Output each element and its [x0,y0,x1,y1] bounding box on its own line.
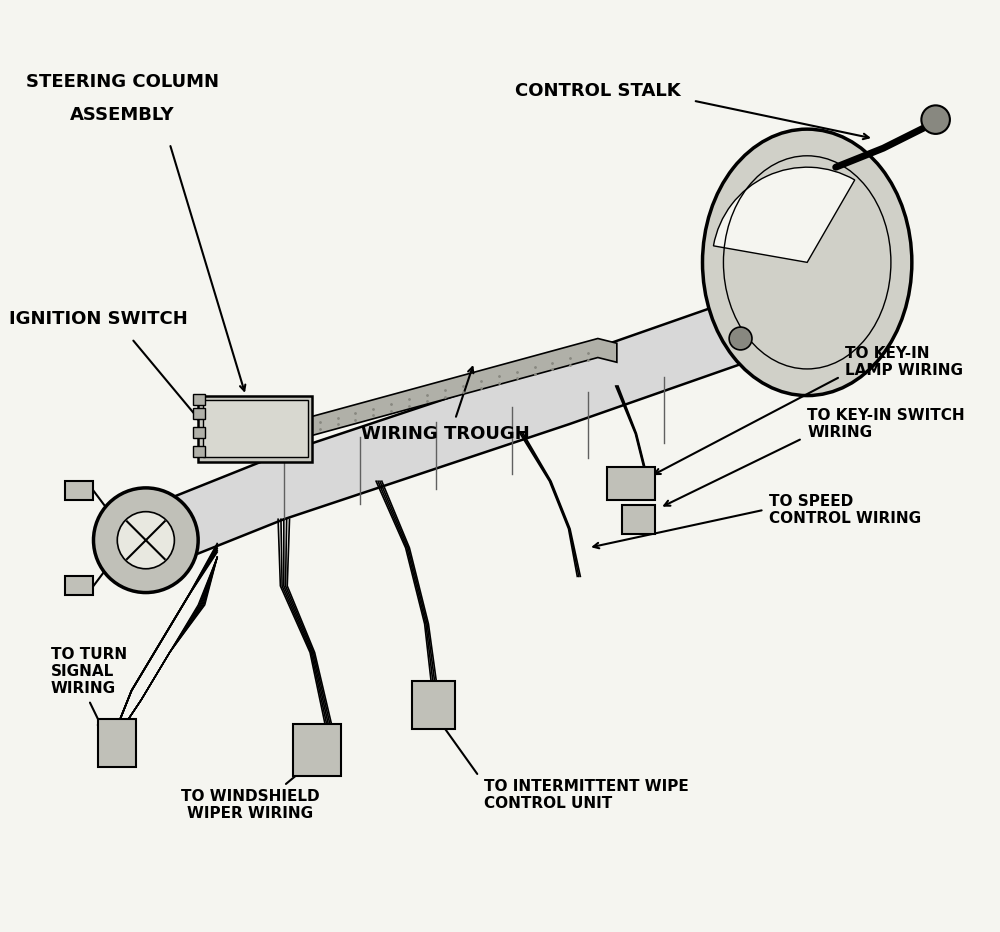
Circle shape [93,487,198,593]
Text: ASSEMBLY: ASSEMBLY [70,106,174,124]
Text: TO SPEED
CONTROL WIRING: TO SPEED CONTROL WIRING [769,494,921,526]
FancyBboxPatch shape [193,446,205,458]
Text: TO KEY-IN
LAMP WIRING: TO KEY-IN LAMP WIRING [845,346,963,378]
Text: WIRING TROUGH: WIRING TROUGH [361,425,530,443]
Polygon shape [265,338,617,448]
Wedge shape [713,167,855,263]
FancyBboxPatch shape [198,395,312,462]
Polygon shape [65,576,93,596]
Text: CONTROL STALK: CONTROL STALK [515,82,681,100]
Text: TO WINDSHIELD
WIPER WIRING: TO WINDSHIELD WIPER WIRING [181,788,320,821]
Text: IGNITION SWITCH: IGNITION SWITCH [9,310,188,328]
FancyBboxPatch shape [193,393,205,405]
FancyBboxPatch shape [203,401,308,458]
Circle shape [921,105,950,134]
FancyBboxPatch shape [98,720,136,767]
Polygon shape [65,481,93,500]
Text: TO INTERMITTENT WIPE
CONTROL UNIT: TO INTERMITTENT WIPE CONTROL UNIT [484,779,688,812]
Text: TO KEY-IN SWITCH
WIRING: TO KEY-IN SWITCH WIRING [807,408,965,440]
Text: TO TURN
SIGNAL
WIRING: TO TURN SIGNAL WIRING [51,647,127,696]
FancyBboxPatch shape [607,467,655,500]
FancyBboxPatch shape [412,681,455,729]
FancyBboxPatch shape [622,505,655,533]
FancyBboxPatch shape [193,427,205,438]
Polygon shape [141,291,760,576]
Circle shape [117,512,174,569]
FancyBboxPatch shape [293,724,341,776]
Circle shape [729,327,752,350]
Ellipse shape [702,130,912,395]
FancyBboxPatch shape [193,408,205,419]
Text: STEERING COLUMN: STEERING COLUMN [26,73,219,90]
